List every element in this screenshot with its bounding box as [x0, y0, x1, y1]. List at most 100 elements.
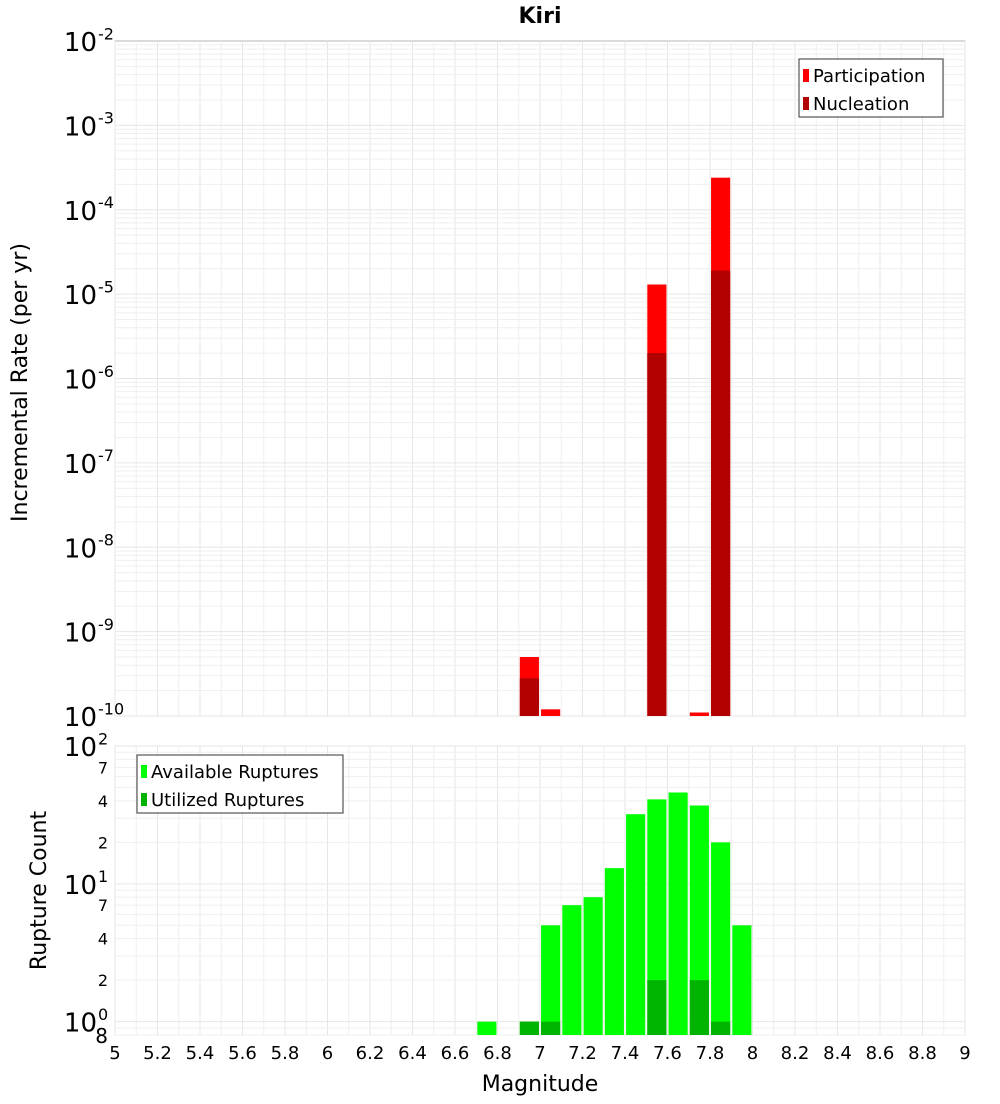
x-tick-label: 8	[747, 1043, 758, 1064]
bottom-legend-entry: Available Ruptures	[151, 762, 319, 783]
bottom-y-tick-power-1: 10 1	[64, 867, 108, 901]
top-legend-entry: Nucleation	[813, 94, 909, 115]
chart-title: Kiri	[519, 4, 562, 29]
top-legend-box	[798, 58, 944, 118]
bottom-y-tick-power-2-exponent: 2	[98, 729, 108, 748]
bar-available-ruptures-7.25	[583, 897, 603, 1035]
x-tick-label: 8.6	[866, 1043, 895, 1064]
top-y-tick--5-exponent: -5	[98, 277, 114, 296]
top-y-tick--4: 10 -4	[64, 193, 114, 227]
top-y-tick--10-base: 10	[64, 703, 97, 733]
bar-available-ruptures-7.95	[732, 925, 752, 1035]
top-y-tick--8-base: 10	[64, 534, 97, 564]
x-tick-label: 7	[534, 1043, 545, 1064]
top-y-tick--9-exponent: -9	[98, 615, 114, 634]
bar-available-ruptures-7.55	[647, 799, 667, 1035]
bar-nucleation-7.55	[647, 353, 667, 716]
bottom-y-tick-label: 2	[98, 833, 108, 852]
bottom-y-tick-label: 4	[98, 792, 108, 811]
top-y-tick--7-exponent: -7	[98, 446, 114, 465]
bar-available-ruptures-7.05	[541, 925, 561, 1035]
top-y-tick--2-exponent: -2	[98, 24, 114, 43]
bar-available-ruptures-7.65	[668, 792, 688, 1035]
bottom-y-tick-label: 7	[98, 896, 108, 915]
x-tick-label: 5	[109, 1043, 120, 1064]
bottom-y-tick-label: 4	[98, 930, 108, 949]
bars-chart-1	[477, 792, 752, 1035]
bars-chart-0	[519, 177, 731, 716]
bottom-y-tick-power-2: 10 2	[64, 729, 108, 763]
bottom-y-tick-label: 8	[95, 1024, 108, 1048]
top-y-tick--6: 10 -6	[64, 362, 114, 396]
top-y-tick--3-exponent: -3	[98, 109, 114, 128]
x-tick-label: 6.6	[441, 1043, 470, 1064]
x-tick-label: 9	[959, 1043, 970, 1064]
bottom-y-tick-power-0-base: 10	[64, 1009, 97, 1039]
bar-available-ruptures-7.75	[689, 805, 709, 1035]
x-tick-label: 5.6	[228, 1043, 257, 1064]
bottom-y-tick-power-0-exponent: 0	[98, 1005, 108, 1024]
bar-available-ruptures-7.45	[626, 814, 646, 1035]
bar-available-ruptures-7.15	[562, 905, 582, 1035]
bar-utilized-ruptures-6.95	[519, 1021, 539, 1035]
x-tick-label: 6	[322, 1043, 333, 1064]
top-y-tick--5: 10 -5	[64, 277, 114, 311]
top-y-tick--6-exponent: -6	[98, 362, 114, 381]
top-y-tick--8-exponent: -8	[98, 531, 114, 550]
x-tick-label: 7.4	[611, 1043, 640, 1064]
bar-available-ruptures-7.35	[604, 868, 624, 1035]
x-axis-label: Magnitude	[482, 1072, 599, 1097]
x-tick-label: 7.8	[696, 1043, 725, 1064]
bar-available-ruptures-7.85	[711, 842, 731, 1035]
bottom-y-tick-power-1-exponent: 1	[98, 867, 108, 886]
top-y-tick--3-base: 10	[64, 112, 97, 142]
bottom-legend-swatch	[141, 793, 147, 806]
top-legend-swatch	[803, 69, 809, 82]
top-y-tick--8: 10 -8	[64, 531, 114, 565]
top-y-tick--2: 10 -2	[64, 24, 114, 58]
top-y-tick--5-base: 10	[64, 281, 97, 311]
bottom-legend: Available Ruptures Utilized Ruptures	[136, 754, 344, 814]
top-y-tick--7-base: 10	[64, 450, 97, 480]
bottom-y-tick-power-0: 10 0	[64, 1005, 108, 1039]
top-y-tick--7: 10 -7	[64, 446, 114, 480]
bar-participation-7.75	[689, 712, 709, 716]
top-y-tick--10-exponent: -10	[98, 699, 124, 718]
x-tick-label: 6.4	[398, 1043, 427, 1064]
bottom-y-tick-power-1-base: 10	[64, 871, 97, 901]
top-y-tick--4-exponent: -4	[98, 193, 114, 212]
bottom-y-axis-label: Rupture Count	[27, 811, 52, 971]
top-y-tick--6-base: 10	[64, 366, 97, 396]
x-tick-label: 6.2	[356, 1043, 385, 1064]
bar-utilized-ruptures-7.05	[541, 1021, 561, 1035]
top-y-axis-label: Incremental Rate (per yr)	[8, 243, 33, 522]
top-legend: Participation Nucleation	[798, 58, 944, 118]
x-tick-label: 7.6	[653, 1043, 682, 1064]
bar-available-ruptures-6.75	[477, 1021, 497, 1035]
top-y-tick--4-base: 10	[64, 197, 97, 227]
bar-utilized-ruptures-7.85	[711, 1021, 731, 1035]
bar-nucleation-6.95	[519, 678, 539, 716]
top-y-tick--9: 10 -9	[64, 615, 114, 649]
top-legend-entry: Participation	[813, 66, 925, 87]
bottom-legend-box	[136, 754, 344, 814]
x-tick-label: 5.4	[186, 1043, 215, 1064]
x-tick-label: 5.8	[271, 1043, 300, 1064]
bar-nucleation-7.85	[711, 270, 731, 716]
x-tick-label: 8.8	[908, 1043, 937, 1064]
top-y-tick--9-base: 10	[64, 619, 97, 649]
bottom-legend-swatch	[141, 765, 147, 778]
top-y-tick--2-base: 10	[64, 28, 97, 58]
bottom-y-tick-power-2-base: 10	[64, 733, 97, 763]
bottom-y-tick-label: 2	[98, 971, 108, 990]
bottom-legend-entry: Utilized Ruptures	[151, 790, 304, 811]
x-tick-label: 7.2	[568, 1043, 597, 1064]
top-y-tick--3: 10 -3	[64, 109, 114, 143]
top-y-tick--10: 10 -10	[64, 699, 124, 733]
bar-utilized-ruptures-7.55	[647, 980, 667, 1035]
bottom-y-tick-label: 7	[98, 758, 108, 777]
bar-utilized-ruptures-7.75	[689, 980, 709, 1035]
x-tick-label: 6.8	[483, 1043, 512, 1064]
